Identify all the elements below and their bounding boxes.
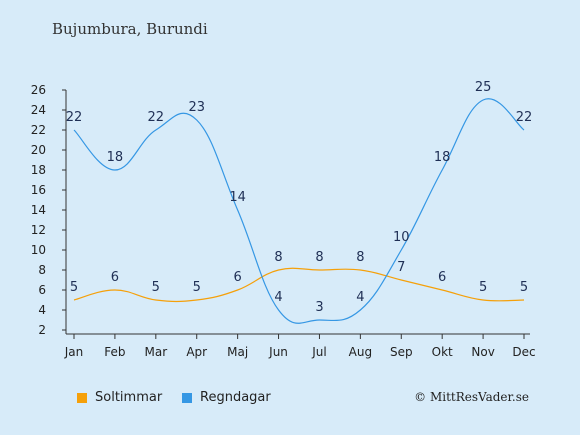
data-label-regndagar: 18	[107, 150, 124, 165]
credit-text: © MittResVader.se	[414, 390, 529, 404]
data-label-soltimmar: 8	[315, 250, 323, 265]
x-tick-label: Jul	[311, 345, 326, 359]
x-tick-label: Jan	[64, 345, 84, 359]
legend-label-soltimmar: Soltimmar	[95, 390, 163, 405]
data-label-regndagar: 18	[434, 150, 451, 165]
x-tick-label: Nov	[471, 345, 494, 359]
data-label-soltimmar: 6	[438, 270, 446, 285]
data-label-regndagar: 4	[274, 290, 282, 305]
data-label-soltimmar: 5	[520, 280, 528, 295]
legend-swatch-regndagar	[182, 392, 192, 403]
x-tick-label: Dec	[512, 345, 535, 359]
y-tick-label: 10	[31, 243, 46, 257]
legend-label-regndagar: Regndagar	[200, 390, 271, 405]
data-label-regndagar: 14	[229, 190, 246, 205]
data-label-soltimmar: 5	[152, 280, 160, 295]
data-label-regndagar: 3	[315, 300, 323, 315]
data-label-soltimmar: 6	[233, 270, 241, 285]
y-tick-label: 4	[38, 303, 46, 317]
x-tick-label: Aug	[349, 345, 372, 359]
y-tick-label: 2	[38, 323, 46, 337]
data-label-regndagar: 4	[356, 290, 364, 305]
data-label-regndagar: 22	[148, 110, 165, 125]
data-label-regndagar: 22	[66, 110, 83, 125]
data-label-soltimmar: 8	[356, 250, 364, 265]
y-tick-label: 8	[38, 263, 46, 277]
data-label-soltimmar: 8	[274, 250, 282, 265]
y-tick-label: 14	[31, 203, 46, 217]
series-line-regndagar	[73, 98, 525, 324]
y-tick-label: 20	[31, 143, 46, 157]
data-label-soltimmar: 5	[70, 280, 78, 295]
data-label-soltimmar: 5	[479, 280, 487, 295]
y-tick-label: 22	[31, 123, 46, 137]
x-tick-label: Mar	[144, 345, 167, 359]
legend-swatch-soltimmar	[77, 392, 87, 403]
y-tick-label: 16	[31, 183, 46, 197]
data-label-soltimmar: 5	[193, 280, 201, 295]
data-label-regndagar: 10	[393, 230, 410, 245]
x-tick-label: Apr	[186, 345, 207, 359]
x-tick-label: Jun	[268, 345, 288, 359]
data-label-soltimmar: 6	[111, 270, 119, 285]
y-tick-label: 26	[31, 83, 46, 97]
x-tick-label: Feb	[104, 345, 125, 359]
data-label-regndagar: 25	[475, 80, 492, 95]
legend-item-regndagar: Regndagar	[182, 390, 271, 405]
data-label-soltimmar: 7	[397, 260, 405, 275]
y-tick-label: 18	[31, 163, 46, 177]
y-tick-label: 24	[31, 103, 46, 117]
data-label-regndagar: 22	[516, 110, 533, 125]
x-tick-label: Sep	[390, 345, 413, 359]
chart-title: Bujumbura, Burundi	[52, 20, 208, 38]
series-line-soltimmar	[73, 267, 525, 303]
legend-item-soltimmar: Soltimmar	[77, 390, 162, 405]
y-tick-label: 12	[31, 223, 46, 237]
x-tick-label: Maj	[227, 345, 248, 359]
data-label-regndagar: 23	[188, 100, 205, 115]
y-tick-label: 6	[38, 283, 46, 297]
x-tick-label: Okt	[432, 345, 453, 359]
